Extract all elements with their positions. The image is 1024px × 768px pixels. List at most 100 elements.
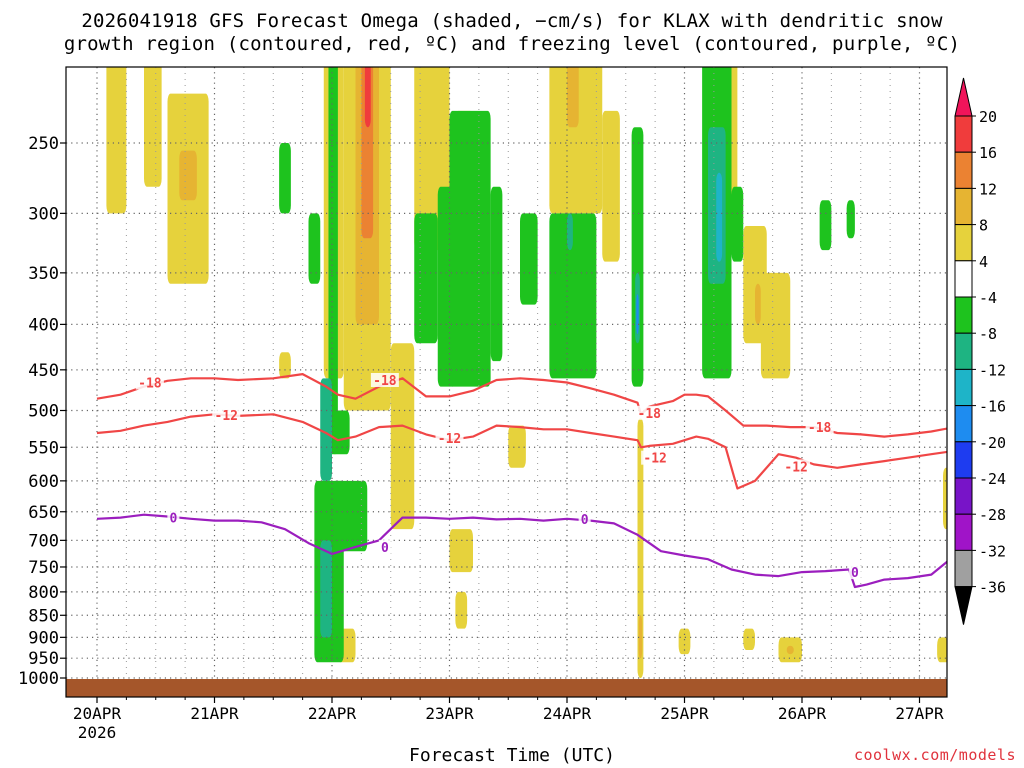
y-tick-label-750: 750 bbox=[28, 558, 59, 578]
omega-cell-16 bbox=[602, 110, 620, 262]
omega-cell-43 bbox=[332, 410, 350, 455]
omega-cell-57 bbox=[731, 186, 744, 262]
colorbar-swatch-6 bbox=[954, 296, 973, 334]
source-credit: coolwx.com/models bbox=[853, 746, 1016, 764]
ground-surface bbox=[66, 679, 947, 697]
contour-label-8: 0 bbox=[169, 512, 177, 527]
colorbar-label-6: -8 bbox=[979, 325, 997, 343]
contour-line-1 bbox=[96, 413, 947, 490]
x-tick-label-3: 23APR bbox=[425, 704, 474, 723]
y-tick-label-250: 250 bbox=[28, 134, 59, 154]
colorbar-swatch-5 bbox=[954, 260, 973, 298]
contour-label-9: 0 bbox=[381, 541, 389, 556]
contour-label-bg bbox=[805, 420, 834, 435]
omega-cell-53 bbox=[636, 294, 639, 334]
x-year-label: 2026 bbox=[78, 723, 117, 742]
x-tick-label-6: 26APR bbox=[778, 704, 827, 723]
colorbar-label-11: -28 bbox=[979, 506, 1006, 524]
y-tick-label-300: 300 bbox=[28, 204, 59, 224]
contour-label-1: -18 bbox=[373, 374, 397, 389]
contour-line-2 bbox=[96, 513, 947, 589]
contour-label-11: 0 bbox=[851, 566, 859, 581]
omega-cell-38 bbox=[328, 67, 338, 455]
omega-cell-44 bbox=[414, 213, 438, 344]
y-tick-label-650: 650 bbox=[28, 503, 59, 523]
colorbar-label-1: 16 bbox=[979, 144, 997, 162]
colorbar-swatch-9 bbox=[954, 405, 973, 443]
contour-label-6: -12 bbox=[643, 452, 666, 467]
omega-cell-51 bbox=[631, 127, 644, 387]
omega-cell-4 bbox=[279, 352, 291, 379]
colorbar-swatch-3 bbox=[954, 187, 973, 226]
y-tick-label-450: 450 bbox=[28, 361, 59, 381]
omega-cell-17 bbox=[637, 418, 644, 678]
colorbar-swatch-10 bbox=[954, 441, 973, 479]
contour-label-bg bbox=[370, 372, 399, 387]
plot-frame bbox=[65, 66, 948, 698]
colorbar-swatch-1 bbox=[954, 115, 973, 153]
colorbar-label-9: -20 bbox=[979, 434, 1006, 452]
contour-label-bg bbox=[167, 510, 180, 525]
x-tick-label-5: 25APR bbox=[660, 704, 709, 723]
y-tick-label-350: 350 bbox=[28, 264, 59, 284]
contour-label-7: -12 bbox=[784, 460, 807, 475]
y-tick-label-400: 400 bbox=[28, 315, 59, 335]
contour-label-2: -18 bbox=[638, 407, 662, 422]
omega-cell-59 bbox=[846, 200, 855, 239]
contour-label-bg bbox=[135, 375, 164, 390]
contour-label-bg bbox=[378, 539, 391, 554]
chart-title-line-1: 2026041918 GFS Forecast Omega (shaded, −… bbox=[81, 10, 943, 32]
contour-label-3: -18 bbox=[808, 421, 832, 436]
colorbar-swatch-2 bbox=[954, 151, 973, 189]
colorbar-swatch-13 bbox=[954, 549, 973, 588]
omega-cell-49 bbox=[549, 213, 597, 379]
omega-cell-22 bbox=[760, 272, 791, 379]
y-tick-label-500: 500 bbox=[28, 402, 59, 422]
colorbar-swatch-12 bbox=[954, 513, 973, 551]
y-tick-label-900: 900 bbox=[28, 628, 59, 648]
omega-cell-15 bbox=[567, 67, 579, 128]
y-tick-label-800: 800 bbox=[28, 583, 59, 603]
colorbar-label-3: 8 bbox=[979, 217, 988, 235]
omega-cell-9 bbox=[364, 67, 371, 128]
y-tick-label-550: 550 bbox=[28, 438, 59, 458]
omega-cell-33 bbox=[455, 591, 468, 629]
contour-line-0 bbox=[96, 373, 947, 438]
omega-cell-21 bbox=[755, 283, 761, 325]
x-tick-label-7: 27APR bbox=[895, 704, 944, 723]
omega-cell-37 bbox=[308, 213, 321, 284]
omega-cell-30 bbox=[937, 637, 947, 663]
contour-label-10: 0 bbox=[581, 513, 589, 528]
contour-label-bg bbox=[848, 565, 861, 580]
contour-label-bg bbox=[435, 431, 464, 446]
omega-cell-56 bbox=[716, 172, 723, 262]
contour-label-4: -12 bbox=[215, 409, 238, 424]
colorbar-label-0: 20 bbox=[979, 108, 997, 126]
y-tick-label-700: 700 bbox=[28, 531, 59, 551]
omega-cell-13 bbox=[508, 425, 526, 468]
y-tick-label-1000: 1000 bbox=[18, 669, 59, 689]
x-tick-label-0: 20APR bbox=[73, 704, 122, 723]
x-tick-label-2: 22APR bbox=[308, 704, 357, 723]
colorbar-swatch-7 bbox=[954, 332, 973, 370]
y-tick-label-950: 950 bbox=[28, 649, 59, 669]
chart-title-line-2: growth region (contoured, red, ºC) and f… bbox=[63, 33, 961, 55]
contour-label-bg bbox=[782, 459, 811, 474]
x-axis-label: Forecast Time (UTC) bbox=[409, 745, 615, 766]
omega-cell-50 bbox=[567, 213, 573, 251]
omega-cell-47 bbox=[490, 186, 503, 362]
omega-cell-1 bbox=[144, 67, 162, 187]
y-tick-label-600: 600 bbox=[28, 472, 59, 492]
colorbar-label-10: -24 bbox=[979, 470, 1006, 488]
omega-cell-24 bbox=[786, 645, 794, 655]
contour-label-bg bbox=[578, 511, 591, 526]
colorbar-label-8: -16 bbox=[979, 398, 1006, 416]
x-tick-label-1: 21APR bbox=[190, 704, 239, 723]
omega-cell-39 bbox=[320, 378, 332, 481]
colorbar-label-7: -12 bbox=[979, 361, 1006, 379]
omega-cell-35 bbox=[678, 628, 691, 655]
colorbar-swatch-11 bbox=[954, 477, 973, 515]
omega-cell-48 bbox=[520, 213, 538, 305]
colorbar-label-4: 4 bbox=[979, 253, 988, 271]
